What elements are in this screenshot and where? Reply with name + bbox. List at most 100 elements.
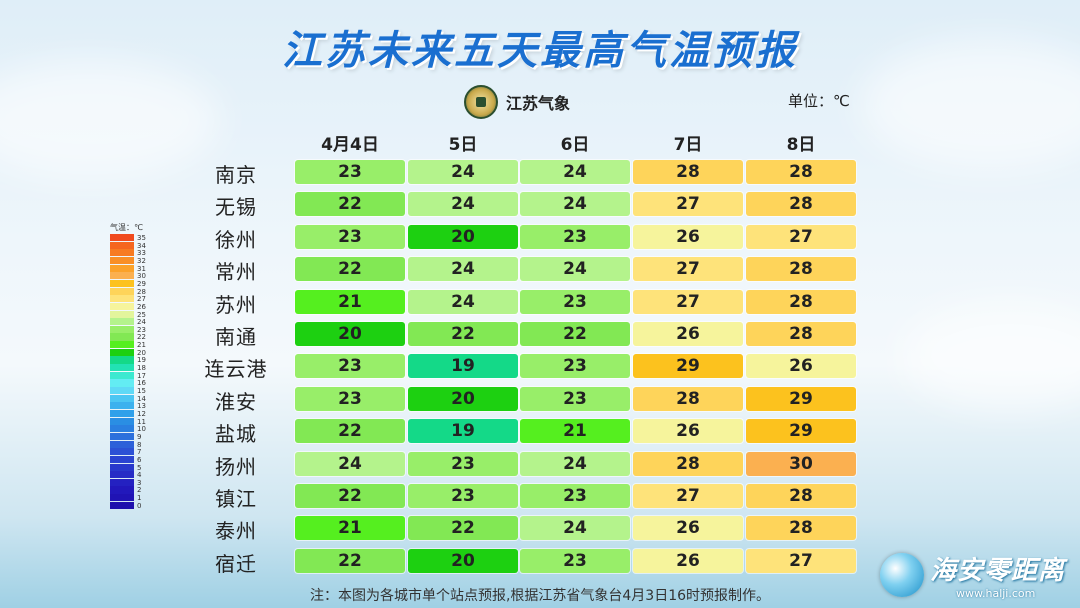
legend-swatch [110,356,134,364]
legend-title: 气温：℃ [110,223,143,232]
city-label: 常州 [215,260,257,285]
city-label: 淮安 [215,389,257,414]
legend-tick-label: 11 [137,417,146,426]
legend-swatch [110,494,134,502]
temperature-cell: 20 [295,322,405,346]
legend-swatch [110,241,134,249]
column-header: 6日 [560,135,590,155]
legend-swatch [110,364,134,372]
legend-swatch [110,318,134,326]
legend-swatch [110,325,134,333]
legend-tick-label: 20 [137,348,146,357]
legend-swatch [110,440,134,448]
legend-swatch [110,486,134,494]
temperature-cell: 29 [633,354,743,379]
temperature-cell: 24 [520,451,630,476]
temperature-cell: 27 [633,484,743,508]
city-label: 泰州 [215,519,257,544]
column-header: 5日 [448,135,478,155]
temperature-cell: 24 [520,192,630,217]
legend-tick-label: 21 [137,341,146,350]
watermark-url: www.halji.com [956,587,1036,600]
temperature-cell: 24 [408,289,518,314]
city-label: 苏州 [215,292,257,317]
footnote: 注：本图为各城市单个站点预报,根据江苏省气象台4月3日16时预报制作。 [309,588,771,604]
legend-tick-label: 26 [137,302,146,311]
temperature-cell: 24 [295,451,405,476]
temperature-cell: 23 [295,354,405,379]
temperature-cell: 26 [633,516,743,541]
legend-tick-label: 27 [137,295,146,304]
legend-swatch [110,425,134,433]
legend-tick-label: 4 [137,471,142,480]
temperature-cell: 27 [746,548,856,573]
legend-tick-label: 22 [137,333,146,342]
legend-tick-label: 17 [137,371,146,380]
temperature-cell: 23 [295,224,405,249]
legend-tick-label: 24 [137,318,146,327]
legend-swatch [110,287,134,295]
temperature-cell: 20 [408,386,518,411]
temperature-cell: 23 [520,484,630,508]
legend-swatch [110,295,134,303]
watermark-logo-icon [880,553,924,597]
temperature-cell: 23 [295,160,405,184]
temperature-cell: 21 [520,419,630,444]
temperature-cell: 23 [520,548,630,573]
legend-tick-label: 5 [137,463,142,472]
temperature-cell: 28 [746,484,856,508]
temperature-cell: 21 [295,516,405,541]
legend-tick-label: 9 [137,432,142,441]
temperature-cell: 23 [295,386,405,411]
city-label: 连云港 [204,357,268,382]
legend-tick-label: 6 [137,455,142,464]
temperature-cell: 21 [295,289,405,314]
temperature-cell: 28 [746,192,856,217]
legend-tick-label: 33 [137,249,146,258]
legend-tick-label: 13 [137,402,146,411]
temperature-cell: 24 [520,516,630,541]
temperature-cell: 24 [408,257,518,282]
temperature-cell: 24 [520,257,630,282]
legend-tick-label: 16 [137,379,146,388]
temperature-cell: 23 [408,484,518,508]
legend-tick-label: 19 [137,356,146,365]
watermark: 海安零距离 www.halji.com [880,550,1065,600]
temperature-cell: 26 [633,419,743,444]
temperature-cell: 26 [633,322,743,346]
legend-tick-label: 32 [137,256,146,265]
unit-label: 单位：℃ [788,92,850,110]
temperature-cell: 22 [408,516,518,541]
temperature-cell: 19 [408,419,518,444]
legend-swatch [110,387,134,395]
background-cloud [860,40,1080,170]
legend-tick-label: 14 [137,394,146,403]
legend-swatch [110,371,134,379]
temperature-cell: 23 [520,354,630,379]
temperature-cell: 23 [520,224,630,249]
column-header: 8日 [786,135,816,155]
agency-name: 江苏气象 [506,94,571,113]
city-label: 南京 [215,163,257,187]
watermark-name: 海安零距离 [930,556,1066,586]
temperature-cell: 24 [520,160,630,184]
temperature-cell: 27 [746,224,856,249]
city-label: 镇江 [215,487,257,511]
background-cloud [0,60,220,180]
legend-swatch [110,455,134,464]
legend-tick-label: 3 [137,478,142,487]
legend-tick-label: 12 [137,409,146,418]
temperature-cell: 24 [408,192,518,217]
legend-tick-label: 28 [137,287,146,296]
temperature-cell: 20 [408,548,518,573]
legend-swatch [110,249,134,257]
temperature-cell: 23 [520,289,630,314]
temperature-cell: 28 [746,160,856,184]
legend-tick-label: 29 [137,279,146,288]
legend-tick-label: 23 [137,325,146,334]
legend-tick-label: 25 [137,310,146,319]
temperature-cell: 30 [746,451,856,476]
temperature-cell: 22 [295,419,405,444]
legend-swatch [110,417,134,425]
legend-swatch [110,310,134,318]
